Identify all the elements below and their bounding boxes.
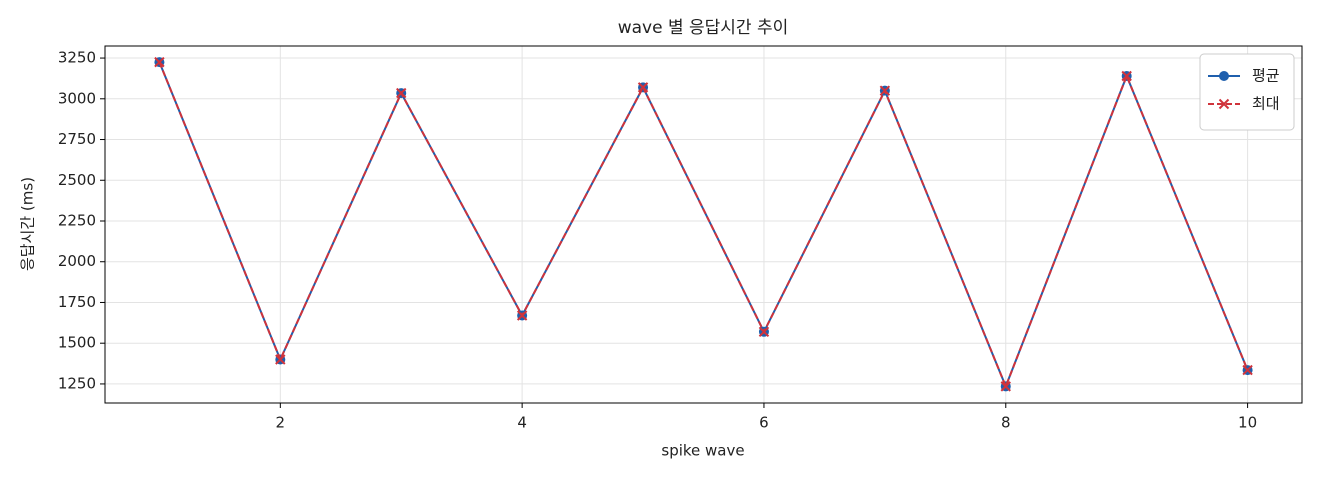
y-tick-label: 1750 bbox=[58, 293, 96, 311]
y-tick-label: 3000 bbox=[58, 89, 96, 107]
x-tick-label: 10 bbox=[1238, 414, 1257, 432]
y-tick-label: 2500 bbox=[58, 171, 96, 189]
y-tick-label: 3250 bbox=[58, 49, 96, 67]
y-tick-label: 1500 bbox=[58, 334, 96, 352]
x-tick-label: 2 bbox=[276, 414, 286, 432]
marker bbox=[1000, 381, 1011, 392]
x-tick-label: 8 bbox=[1001, 414, 1011, 432]
legend-label: 최대 bbox=[1252, 95, 1280, 113]
legend-label: 평균 bbox=[1252, 67, 1280, 85]
series-line bbox=[158, 61, 1249, 390]
marker bbox=[396, 87, 407, 99]
marker bbox=[758, 326, 770, 338]
x-tick-label: 6 bbox=[759, 414, 769, 432]
marker bbox=[1242, 364, 1253, 376]
legend-box bbox=[1199, 53, 1295, 131]
legend-marker bbox=[1219, 71, 1229, 81]
marker bbox=[879, 85, 891, 96]
x-tick-label: 4 bbox=[517, 414, 527, 432]
y-tick-label: 2000 bbox=[58, 252, 96, 270]
chart-title: wave 별 응답시간 추이 bbox=[618, 18, 789, 38]
marker bbox=[1121, 70, 1132, 82]
marker bbox=[275, 354, 286, 365]
y-tick-label: 2750 bbox=[58, 130, 96, 148]
marker bbox=[154, 56, 165, 68]
marker bbox=[637, 82, 649, 93]
plot-frame bbox=[104, 45, 1303, 404]
x-axis-label: spike wave bbox=[661, 442, 744, 460]
y-tick-label: 2250 bbox=[58, 211, 96, 229]
marker bbox=[516, 310, 528, 321]
series-line bbox=[158, 61, 1249, 390]
legend-marker bbox=[1218, 98, 1230, 110]
y-axis-label: 응답시간 (ms) bbox=[19, 177, 37, 271]
y-tick-label: 1250 bbox=[58, 374, 96, 392]
